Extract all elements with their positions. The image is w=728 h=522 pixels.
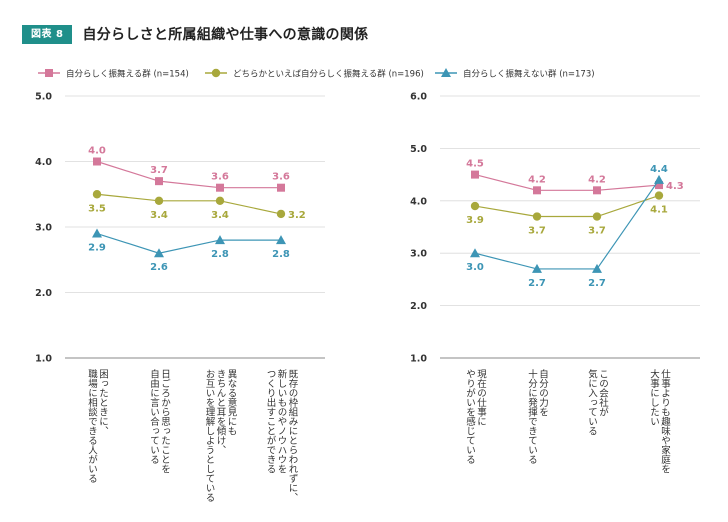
y-tick-label-1-3: 3.0 (410, 249, 427, 260)
data-label-0-1-3: 3.2 (288, 210, 306, 221)
data-label-1-2-1: 2.7 (528, 278, 546, 289)
category-label-0-2-2: お互いを理解しようとしている (204, 369, 216, 502)
data-point-1-1-3 (654, 191, 664, 200)
figure-title: 自分らしさと所属組織や仕事への意識の関係 (82, 27, 369, 43)
legend-marker-0 (45, 69, 53, 77)
y-tick-label-1-2: 4.0 (410, 196, 427, 207)
legend-label-2: 自分らしく振舞えない群 (n=173) (463, 69, 595, 80)
data-label-0-2-2: 2.8 (211, 249, 229, 260)
category-label-0-0-0: 困ったときに、 (97, 369, 109, 436)
series-line-0-1 (96, 193, 282, 215)
data-label-1-2-3: 4.4 (650, 164, 668, 175)
y-tick-label-0-1: 4.0 (35, 157, 52, 168)
data-point-0-1-1 (154, 196, 164, 205)
data-label-1-1-1: 3.7 (528, 226, 546, 237)
data-label-0-0-2: 3.6 (211, 172, 229, 183)
data-label-1-0-3: 4.3 (666, 181, 684, 192)
y-tick-label-1-5: 1.0 (410, 354, 427, 365)
data-label-1-0-2: 4.2 (588, 174, 606, 185)
legend-marker-2 (441, 68, 451, 77)
data-label-0-2-0: 2.9 (88, 243, 106, 254)
data-label-1-1-2: 3.7 (588, 226, 606, 237)
category-label-0-3-2: つくり出すことができる (265, 369, 277, 474)
data-label-1-0-0: 4.5 (466, 159, 484, 170)
category-label-1-0-1: やりがいを感じている (464, 369, 476, 464)
data-point-0-0-3 (277, 183, 285, 192)
data-point-1-0-1 (533, 186, 541, 195)
category-label-1-0-0: 現在の仕事に (475, 369, 487, 426)
series-line-0-0 (96, 160, 281, 189)
legend-label-1: どちらかといえば自分らしく振舞える群 (n=196) (233, 69, 424, 80)
data-label-0-0-1: 3.7 (150, 165, 168, 176)
category-label-1-3-0: 仕事よりも趣味や家庭を (659, 368, 671, 473)
data-point-0-0-2 (216, 183, 224, 192)
category-label-1-1-1: 十分に発揮できている (526, 368, 538, 464)
legend-label-0: 自分らしく振舞える群 (n=154) (66, 69, 189, 80)
data-point-0-1-3 (276, 209, 286, 219)
figure-header: 図表 8 自分らしさと所属組織や仕事への意識の関係 (22, 22, 368, 46)
y-tick-label-1-1: 5.0 (410, 144, 427, 155)
data-point-0-2-3 (276, 235, 286, 245)
category-label-0-1-0: 日ごろから思ったことを (159, 369, 171, 474)
data-point-0-2-0 (92, 228, 102, 238)
data-point-1-0-0 (471, 170, 479, 179)
data-point-1-2-0 (470, 248, 480, 258)
data-point-1-0-2 (593, 186, 601, 195)
series-line-0-2 (96, 232, 281, 254)
series-line-1-1 (474, 194, 660, 218)
series-line-1-2 (474, 179, 660, 270)
y-tick-label-0-0: 5.0 (35, 92, 52, 103)
data-point-0-2-2 (215, 235, 225, 245)
data-label-0-0-0: 4.0 (88, 146, 106, 157)
data-point-1-1-0 (470, 201, 480, 211)
legend-marker-1 (211, 68, 221, 78)
data-label-1-1-0: 3.9 (466, 215, 484, 226)
category-label-1-2-1: 気に入っている (586, 368, 598, 435)
data-point-1-0-3 (655, 181, 663, 190)
category-label-0-0-1: 職場に相談できる人がいる (86, 369, 98, 483)
data-label-1-1-3: 4.1 (650, 205, 668, 216)
y-tick-label-1-4: 2.0 (410, 301, 427, 312)
data-point-0-1-2 (215, 196, 225, 205)
data-point-1-2-3 (654, 174, 664, 184)
data-point-0-0-0 (93, 157, 101, 166)
data-label-1-2-0: 3.0 (466, 262, 484, 273)
category-label-0-3-1: 新しいものやノウハウを (276, 368, 288, 473)
category-label-1-1-0: 自分の力を (537, 368, 549, 416)
series-line-1-0 (474, 174, 660, 191)
y-tick-label-1-0: 6.0 (410, 92, 427, 103)
data-point-1-1-2 (592, 212, 602, 221)
category-label-0-1-1: 自由に言い合っている (148, 368, 160, 464)
data-label-0-2-3: 2.8 (272, 249, 290, 260)
category-label-1-2-0: この会社が (597, 369, 609, 417)
data-label-0-1-1: 3.4 (150, 210, 168, 221)
y-tick-label-0-4: 1.0 (35, 354, 52, 365)
y-tick-label-0-2: 3.0 (35, 223, 52, 234)
category-label-1-3-1: 大事にしたい (648, 368, 660, 426)
data-point-0-0-1 (155, 177, 163, 186)
data-label-0-1-2: 3.4 (211, 210, 229, 221)
figure-badge: 図表 8 (22, 24, 73, 44)
data-label-1-2-2: 2.7 (588, 278, 606, 289)
data-point-1-2-2 (592, 263, 602, 273)
data-label-0-2-1: 2.6 (150, 262, 168, 273)
y-tick-label-0-3: 2.0 (35, 288, 52, 299)
data-point-1-1-1 (532, 212, 542, 221)
category-label-0-3-0: 既存の枠組みにとらわれずに、 (287, 369, 299, 502)
data-point-0-1-0 (92, 190, 102, 199)
category-label-0-2-1: きちんと耳を傾け、 (215, 369, 227, 455)
data-label-0-1-0: 3.5 (88, 203, 106, 214)
data-label-1-0-1: 4.2 (528, 174, 546, 185)
data-label-0-0-3: 3.6 (272, 172, 290, 183)
data-point-0-2-1 (154, 248, 164, 258)
data-point-1-2-1 (532, 263, 542, 273)
category-label-0-2-0: 異なる意見にも (226, 369, 238, 436)
